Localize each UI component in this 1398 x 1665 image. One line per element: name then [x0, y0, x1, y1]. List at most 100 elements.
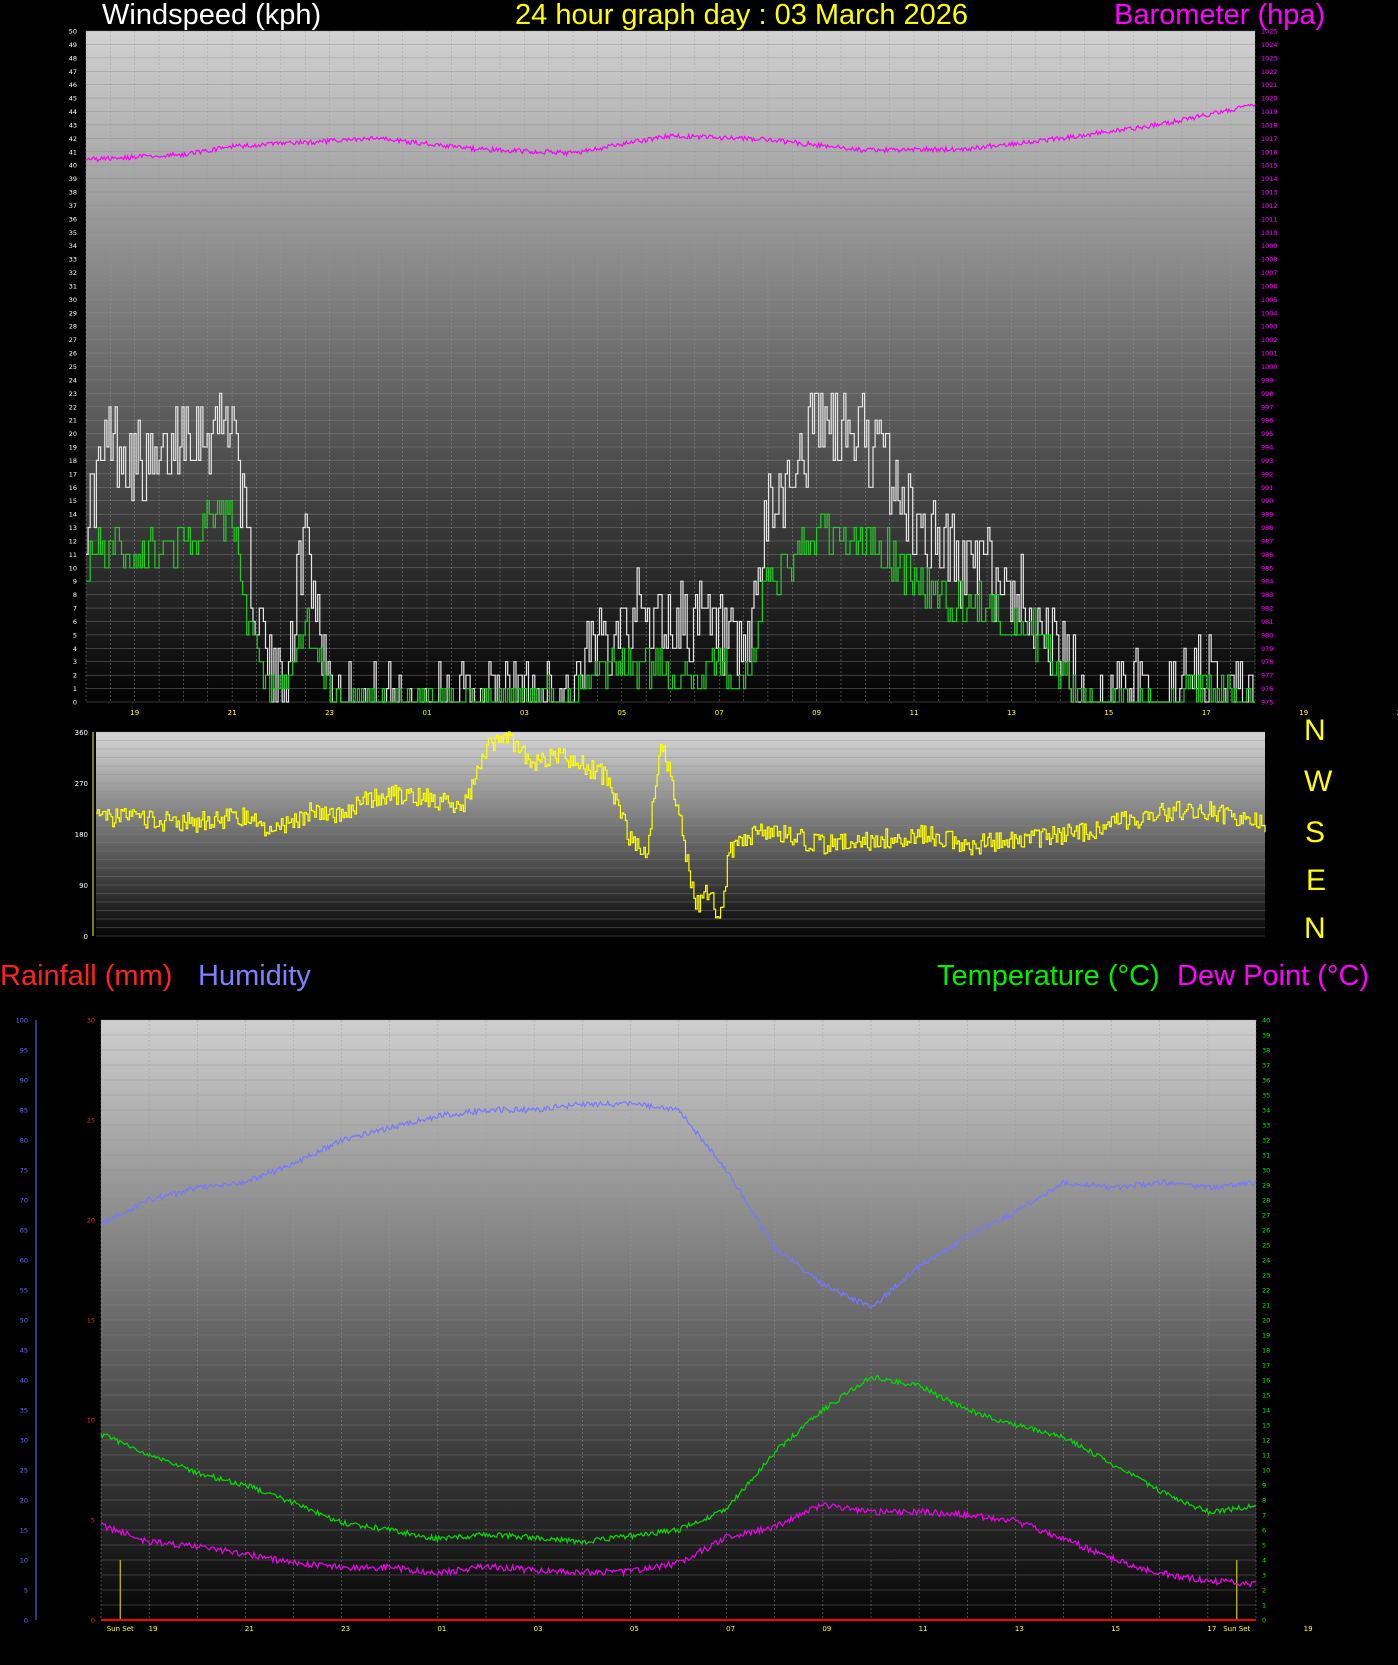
humidity-tick-label: 20 [20, 1497, 28, 1505]
direction-letter-s: S [1305, 816, 1326, 849]
windspeed-tick-label: 10 [69, 564, 77, 572]
wind-x-tick-label: 01 [422, 709, 431, 717]
humidity-tick-label: 5 [24, 1587, 28, 1595]
direction-tick-label: 270 [75, 780, 88, 788]
barometer-tick-label: 976 [1261, 685, 1273, 693]
barometer-axis-title: Barometer (hpa) [1114, 0, 1326, 31]
wind-x-tick-label: 11 [910, 709, 919, 717]
series-barometer-line [85, 103, 1256, 163]
windspeed-tick-label: 0 [73, 699, 77, 707]
windspeed-tick-label: 39 [69, 175, 77, 183]
windspeed-tick-label: 12 [69, 537, 77, 545]
barometer-tick-label: 991 [1261, 484, 1273, 492]
wind-x-tick-label: 07 [715, 709, 724, 717]
wind-x-tick-label: 19 [130, 709, 139, 717]
rainfall-tick-label: 10 [87, 1417, 95, 1425]
temperature-tick-label: 28 [1262, 1197, 1270, 1205]
wind-x-tick-label: 21 [228, 709, 237, 717]
windspeed-tick-label: 22 [69, 403, 77, 411]
windspeed-tick-label: 4 [73, 645, 77, 653]
humidity-tick-label: 55 [20, 1287, 28, 1295]
humidity-tick-label: 100 [16, 1017, 28, 1025]
windspeed-tick-label: 45 [69, 95, 77, 103]
temperature-tick-label: 39 [1262, 1032, 1270, 1040]
humidity-tick-label: 10 [20, 1557, 28, 1565]
wind-x-tick-label: 23 [325, 709, 334, 717]
windspeed-tick-label: 49 [69, 41, 77, 49]
series-direction-line [96, 731, 1266, 919]
temperature-tick-label: 40 [1262, 1017, 1270, 1025]
windspeed-tick-label: 43 [69, 121, 77, 129]
barometer-tick-label: 1000 [1261, 363, 1278, 371]
env-x-tick-label: 09 [822, 1625, 831, 1633]
temperature-tick-label: 9 [1262, 1482, 1266, 1490]
wind-x-tick-label: 15 [1104, 709, 1113, 717]
rainfall-tick-label: 5 [91, 1517, 95, 1525]
humidity-temperature-chart: 0123456789101112131415161718192021222324… [16, 1017, 1313, 1634]
windspeed-tick-label: 33 [69, 256, 77, 264]
rainfall-tick-label: 30 [87, 1017, 95, 1025]
direction-letter-n-top: N [1304, 714, 1326, 747]
direction-letter-n-bottom: N [1304, 912, 1326, 945]
windspeed-tick-label: 41 [69, 148, 77, 156]
humidity-tick-label: 40 [20, 1377, 28, 1385]
temperature-tick-label: 19 [1262, 1332, 1270, 1340]
env-x-tick-label: 05 [630, 1625, 639, 1633]
windspeed-tick-label: 21 [69, 417, 77, 425]
windspeed-tick-label: 2 [73, 672, 77, 680]
windspeed-tick-label: 44 [69, 108, 77, 116]
windspeed-tick-label: 6 [73, 618, 77, 626]
barometer-tick-label: 1011 [1261, 215, 1278, 223]
barometer-tick-label: 1020 [1261, 95, 1278, 103]
windspeed-tick-label: 42 [69, 135, 77, 143]
windspeed-tick-label: 30 [69, 296, 77, 304]
barometer-tick-label: 1002 [1261, 336, 1278, 344]
temperature-tick-label: 33 [1262, 1122, 1270, 1130]
windspeed-tick-label: 20 [69, 430, 77, 438]
series-dew-point-line [100, 1502, 1257, 1588]
temperature-axis-title: Temperature (°C) [937, 960, 1160, 992]
barometer-tick-label: 1001 [1261, 350, 1278, 358]
barometer-tick-label: 1010 [1261, 229, 1278, 237]
humidity-tick-label: 25 [20, 1467, 28, 1475]
windspeed-tick-label: 5 [73, 631, 77, 639]
windspeed-tick-label: 19 [69, 444, 77, 452]
humidity-tick-label: 75 [20, 1167, 28, 1175]
direction-letter-w: W [1304, 765, 1333, 798]
series-humidity-line [100, 1099, 1257, 1309]
barometer-tick-label: 988 [1261, 524, 1273, 532]
windspeed-tick-label: 8 [73, 591, 77, 599]
direction-tick-label: 90 [79, 882, 88, 890]
temperature-tick-label: 7 [1262, 1512, 1266, 1520]
barometer-tick-label: 983 [1261, 591, 1273, 599]
windspeed-tick-label: 29 [69, 309, 77, 317]
barometer-tick-label: 997 [1261, 403, 1273, 411]
env-x-tick-label: 19 [149, 1625, 158, 1633]
rainfall-tick-label: 15 [87, 1317, 95, 1325]
direction-tick-label: 180 [75, 831, 88, 839]
temperature-tick-label: 25 [1262, 1242, 1270, 1250]
windspeed-tick-label: 26 [69, 350, 77, 358]
barometer-tick-label: 1024 [1261, 41, 1278, 49]
humidity-tick-label: 70 [20, 1197, 28, 1205]
temperature-tick-label: 3 [1262, 1572, 1266, 1580]
barometer-tick-label: 987 [1261, 537, 1273, 545]
humidity-tick-label: 35 [20, 1407, 28, 1415]
temperature-tick-label: 5 [1262, 1542, 1266, 1550]
windspeed-axis-title: Windspeed (kph) [102, 0, 322, 31]
temperature-tick-label: 14 [1262, 1407, 1270, 1415]
humidity-tick-label: 15 [20, 1527, 28, 1535]
windspeed-tick-label: 27 [69, 336, 77, 344]
barometer-tick-label: 986 [1261, 551, 1273, 559]
env-x-tick-label: 11 [919, 1625, 928, 1633]
rainfall-axis-title: Rainfall (mm) [0, 960, 173, 992]
temperature-tick-label: 10 [1262, 1467, 1270, 1475]
barometer-tick-label: 990 [1261, 497, 1273, 505]
temperature-tick-label: 32 [1262, 1137, 1270, 1145]
temperature-tick-label: 1 [1262, 1602, 1266, 1610]
env-x-tick-label: 13 [1015, 1625, 1024, 1633]
rainfall-tick-label: 0 [91, 1617, 95, 1625]
series-temperature-line [100, 1374, 1257, 1546]
